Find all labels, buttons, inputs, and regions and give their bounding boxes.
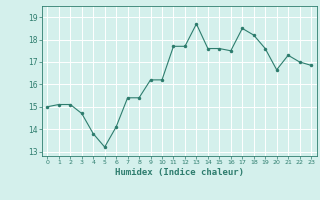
X-axis label: Humidex (Indice chaleur): Humidex (Indice chaleur) (115, 168, 244, 177)
